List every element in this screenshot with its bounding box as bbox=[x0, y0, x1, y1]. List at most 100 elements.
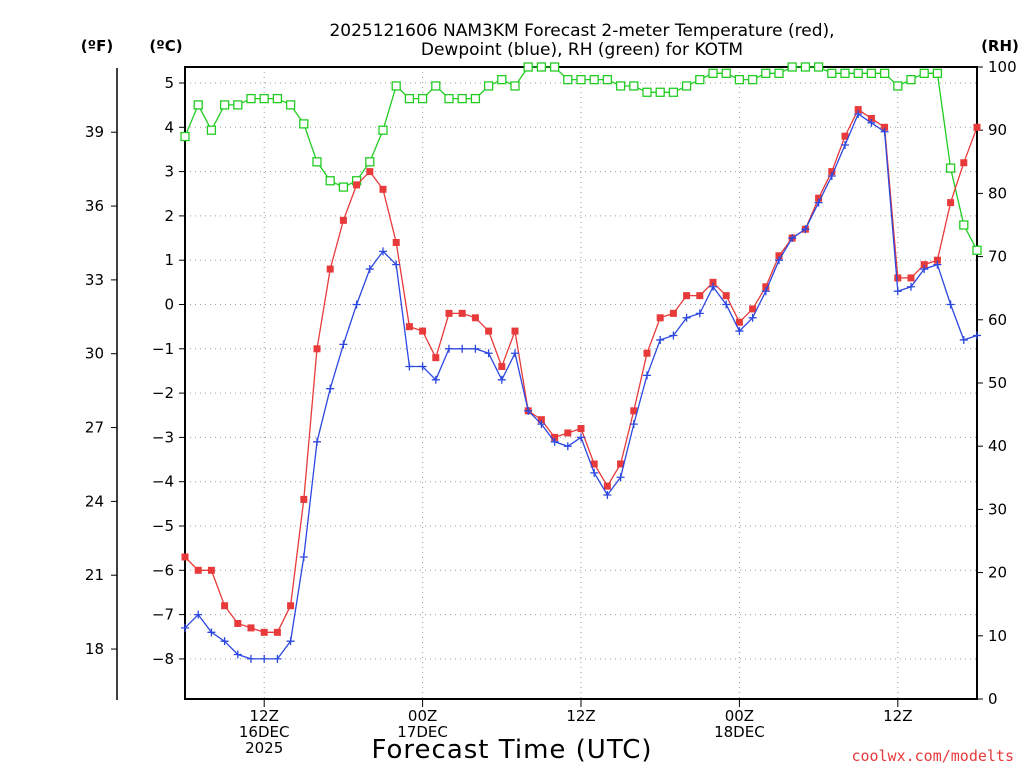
temperature-point bbox=[656, 314, 664, 322]
rh-axis-unit: (RH) bbox=[981, 37, 1019, 55]
temperature-point bbox=[854, 106, 862, 114]
rh-point bbox=[893, 81, 903, 91]
time-tick-label: 12Z bbox=[883, 707, 912, 725]
dewpoint-point bbox=[841, 141, 849, 150]
dewpoint-point bbox=[616, 473, 625, 482]
rh-point bbox=[800, 62, 811, 72]
celsius-tick-label: 0 bbox=[164, 296, 174, 314]
rh-tick-label: 70 bbox=[988, 248, 1007, 266]
rh-point bbox=[761, 68, 771, 78]
dewpoint-point bbox=[682, 313, 691, 322]
rh-point bbox=[431, 81, 441, 91]
fahrenheit-tick-label: 27 bbox=[85, 419, 104, 437]
temperature-point bbox=[300, 495, 308, 503]
rh-point bbox=[285, 100, 296, 110]
temperature-point bbox=[683, 292, 691, 300]
dewpoint-point bbox=[880, 127, 889, 136]
fahrenheit-tick-label: 21 bbox=[85, 566, 104, 584]
celsius-tick-label: −7 bbox=[152, 606, 174, 624]
temperature-point bbox=[841, 132, 849, 140]
fahrenheit-tick-label: 33 bbox=[85, 271, 104, 289]
rh-point bbox=[734, 74, 745, 85]
fahrenheit-tick-label: 39 bbox=[85, 123, 104, 141]
dewpoint-point bbox=[194, 610, 203, 619]
dewpoint-point bbox=[867, 118, 876, 127]
rh-point bbox=[536, 62, 547, 72]
temperature-point bbox=[405, 323, 413, 331]
dewpoint-point bbox=[563, 442, 572, 451]
time-tick-label: 12Z bbox=[250, 707, 279, 725]
dewpoint-point bbox=[326, 384, 335, 393]
rh-point bbox=[840, 68, 850, 78]
rh-tick-label: 10 bbox=[988, 627, 1007, 645]
temperature-point bbox=[419, 327, 427, 335]
dewpoint-point bbox=[854, 110, 863, 119]
temperature-point bbox=[498, 363, 506, 371]
temperature-point bbox=[709, 278, 717, 286]
rh-point bbox=[299, 119, 309, 129]
dewpoint-point bbox=[722, 300, 731, 309]
dewpoint-point bbox=[537, 420, 546, 429]
dewpoint-point bbox=[313, 437, 321, 446]
celsius-ticks: 5 4 3 2 1 0 −1 −2 −3 −4 −5 −6 −7 −8 bbox=[152, 74, 185, 668]
celsius-tick-label: 2 bbox=[164, 207, 174, 225]
rh-point bbox=[879, 68, 890, 78]
temperature-point bbox=[828, 168, 836, 176]
rh-point bbox=[813, 62, 824, 72]
dewpoint-point bbox=[893, 287, 902, 296]
rh-point bbox=[787, 62, 797, 72]
fahrenheit-ticks: 39 36 33 30 27 24 21 18 bbox=[85, 123, 117, 658]
celsius-tick-label: −4 bbox=[152, 473, 174, 491]
rh-point bbox=[497, 74, 507, 85]
rh-point bbox=[602, 74, 613, 85]
time-tick-label: 18DEC bbox=[714, 723, 765, 741]
rh-point bbox=[747, 74, 758, 85]
dewpoint-point bbox=[695, 309, 704, 318]
dewpoint-point bbox=[524, 406, 533, 415]
temperature-point bbox=[722, 292, 730, 300]
dewpoint-point bbox=[775, 256, 783, 265]
celsius-tick-label: −3 bbox=[152, 428, 174, 446]
celsius-tick-label: 5 bbox=[164, 74, 174, 92]
celsius-tick-label: −6 bbox=[152, 561, 174, 579]
dewpoint-point bbox=[233, 650, 242, 659]
dewpoint-point bbox=[220, 637, 229, 646]
rh-point bbox=[774, 68, 784, 78]
rh-point bbox=[945, 163, 956, 173]
celsius-tick-label: −1 bbox=[152, 340, 174, 358]
rh-tick-label: 0 bbox=[988, 690, 998, 708]
rh-point bbox=[233, 100, 243, 110]
temperature-point bbox=[973, 123, 981, 131]
temperature-point bbox=[234, 619, 242, 627]
temperature-point bbox=[273, 628, 281, 636]
temperature-point bbox=[564, 429, 572, 437]
rh-point bbox=[391, 81, 401, 91]
rh-point bbox=[378, 125, 388, 135]
dewpoint-point bbox=[973, 331, 981, 340]
time-tick-label: 17DEC bbox=[397, 723, 448, 741]
fahrenheit-axis-unit: (ºF) bbox=[81, 37, 113, 55]
celsius-tick-label: 4 bbox=[164, 118, 174, 136]
fahrenheit-tick-label: 30 bbox=[85, 345, 104, 363]
time-tick-label: 2025 bbox=[245, 739, 283, 757]
rh-point bbox=[219, 100, 230, 110]
dewpoint-point bbox=[827, 172, 836, 181]
dewpoint-point bbox=[907, 282, 915, 291]
temperature-point bbox=[313, 345, 321, 353]
temperature-point bbox=[867, 114, 875, 122]
dewpoint-point bbox=[392, 260, 401, 269]
rh-point bbox=[417, 93, 428, 104]
rh-point bbox=[259, 93, 269, 104]
temperature-point bbox=[920, 261, 928, 269]
rh-point bbox=[523, 62, 533, 72]
dewpoint-point bbox=[365, 265, 374, 274]
temperature-point bbox=[247, 624, 255, 632]
rh-point bbox=[549, 62, 560, 72]
temperature-point bbox=[551, 433, 559, 441]
dewpoint-point bbox=[629, 420, 638, 429]
temperature-point bbox=[366, 168, 374, 176]
fahrenheit-tick-label: 36 bbox=[85, 197, 104, 215]
grid-lines bbox=[185, 67, 977, 699]
dewpoint-point bbox=[260, 654, 269, 663]
dewpoint-point bbox=[458, 344, 467, 353]
